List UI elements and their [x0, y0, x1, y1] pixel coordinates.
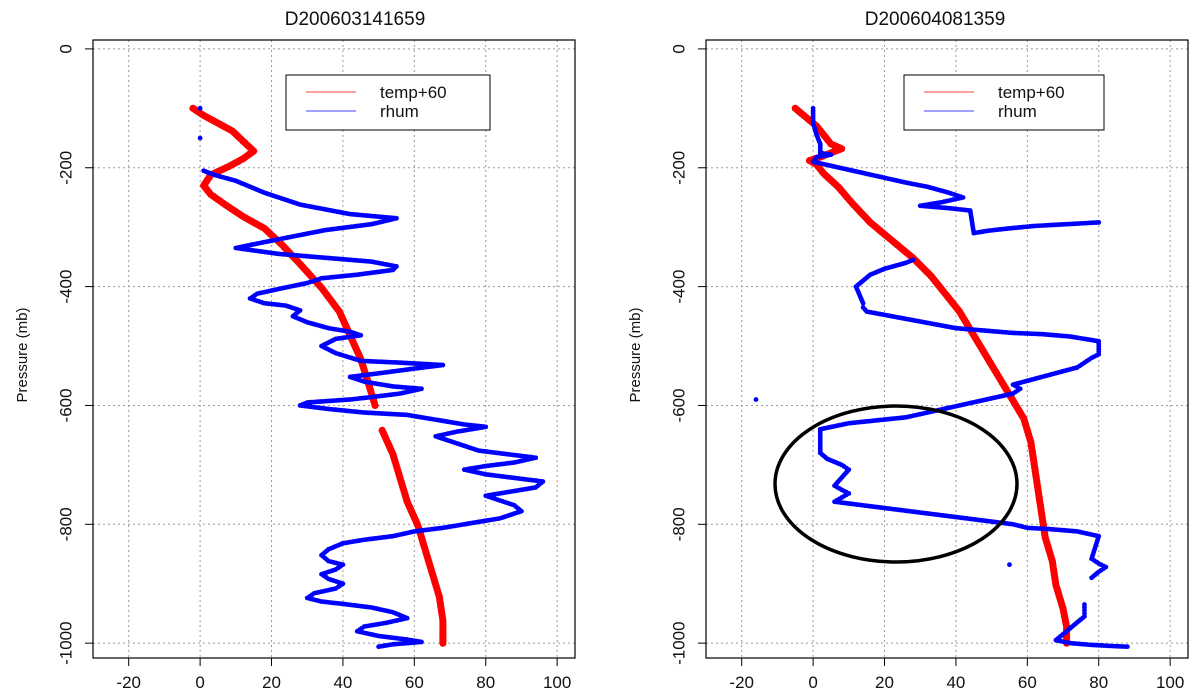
grid-lines [93, 40, 575, 658]
x-tick-label: 80 [476, 673, 495, 692]
data-point-rhum [860, 300, 866, 306]
y-tick-label: -600 [669, 388, 688, 422]
y-tick-label: -800 [56, 507, 75, 541]
axis-ticks: -20 0 20 40 60 80 1000-200-400-600-800-1000 [56, 44, 571, 692]
legend-box [285, 74, 491, 131]
y-tick-label: -400 [56, 270, 75, 304]
y-axis-label: Pressure (mb) [627, 307, 644, 402]
data-point-temp [439, 639, 447, 647]
data-point-rhum [1007, 562, 1012, 568]
x-tick-label: 100 [543, 673, 571, 692]
legend-label-rhum: rhum [998, 102, 1037, 121]
highlight-circle [773, 404, 1019, 564]
y-tick-label: -600 [56, 388, 75, 422]
x-tick-label: 60 [1018, 673, 1037, 692]
data-point-rhum [753, 397, 759, 402]
data-point-rhum [197, 105, 203, 111]
y-tick-label: -800 [669, 507, 688, 541]
y-axis-label: Pressure (mb) [14, 307, 31, 402]
y-tick-label: 0 [669, 44, 688, 53]
grid-lines [706, 40, 1188, 658]
data-points [753, 104, 1130, 650]
legend: temp+60 rhum [285, 74, 491, 131]
x-tick-label: -20 [729, 673, 754, 692]
plot-frame [92, 39, 576, 659]
data-point-rhum [1096, 220, 1102, 225]
y-tick-label: -1000 [56, 621, 75, 664]
chart-panel-right: D200604081359 Pressure (mb) -20 0 20 40 60 80… [627, 9, 1189, 692]
x-tick-label: 20 [875, 673, 894, 692]
legend-label-temp: temp+60 [380, 83, 447, 102]
x-tick-label: 60 [405, 673, 424, 692]
x-tick-label: 100 [1156, 673, 1184, 692]
y-tick-label: -400 [669, 270, 688, 304]
y-tick-label: 0 [56, 44, 75, 53]
plot-frame [705, 39, 1189, 659]
chart-title: D200603141659 [285, 9, 426, 30]
legend-label-rhum: rhum [380, 102, 419, 121]
y-tick-label: -200 [56, 151, 75, 185]
x-tick-label: 40 [333, 673, 352, 692]
chart-panel-left: D200603141659 Pressure (mb) -20 0 20 40 60 80… [14, 9, 576, 692]
legend-label-temp: temp+60 [998, 83, 1065, 102]
y-tick-label: -200 [669, 151, 688, 185]
legend-box [903, 74, 1105, 131]
data-point-temp [371, 401, 379, 410]
chart-title: D200604081359 [865, 9, 1006, 30]
x-tick-label: 0 [808, 673, 817, 692]
data-point-rhum [1089, 575, 1094, 581]
legend: temp+60 rhum [903, 74, 1105, 131]
data-point-rhum [197, 135, 203, 141]
data-points [189, 104, 546, 650]
x-tick-label: 0 [195, 673, 204, 692]
x-tick-label: 80 [1089, 673, 1108, 692]
data-point-rhum [1124, 644, 1130, 650]
x-tick-label: 20 [262, 673, 281, 692]
x-tick-label: -20 [116, 673, 141, 692]
x-tick-label: 40 [946, 673, 965, 692]
axis-ticks: -20 0 20 40 60 80 1000-200-400-600-800-1000 [669, 44, 1184, 692]
data-point-rhum [376, 644, 382, 650]
y-tick-label: -1000 [669, 621, 688, 664]
